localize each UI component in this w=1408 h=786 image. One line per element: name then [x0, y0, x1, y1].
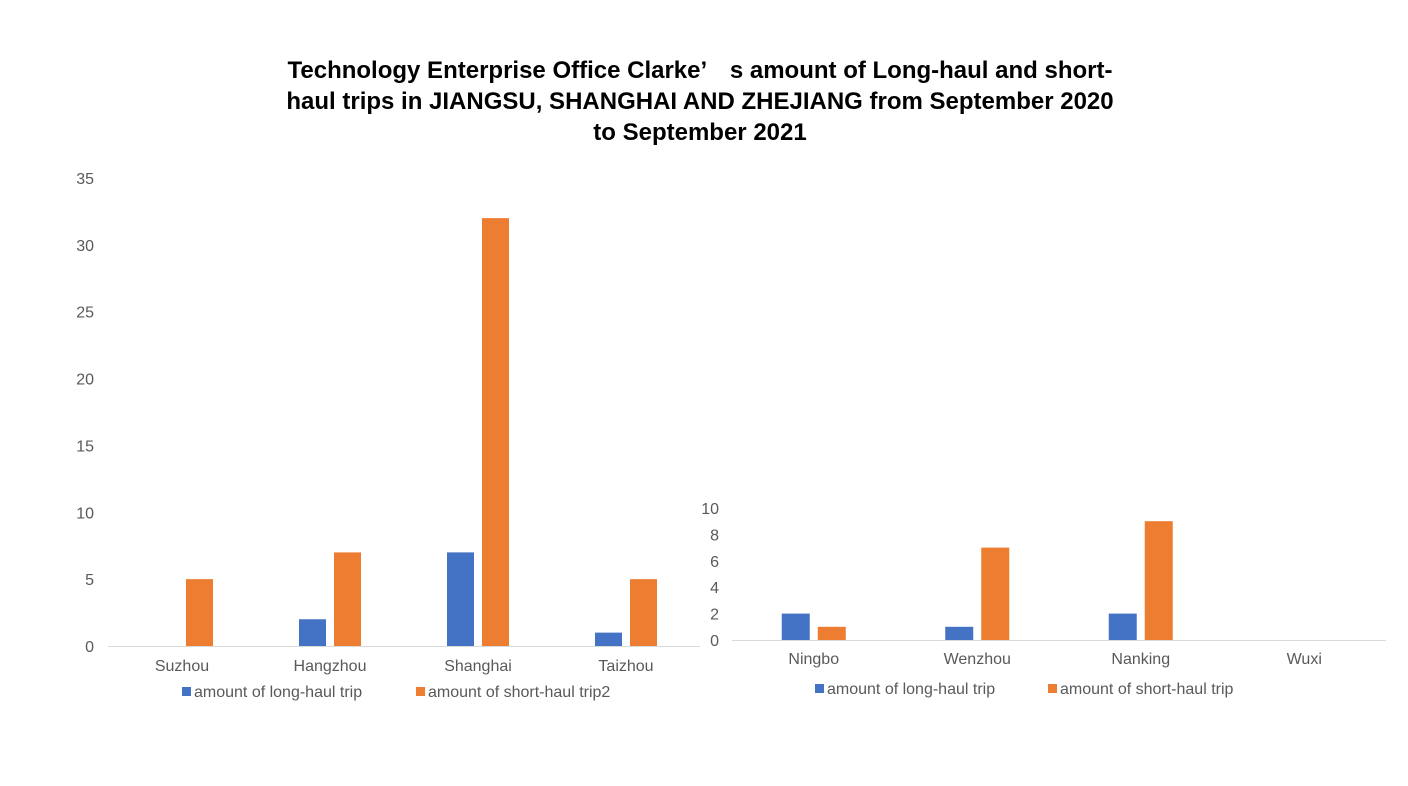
legend-label: amount of short-haul trip — [1060, 681, 1234, 698]
short-haul-bar — [817, 626, 846, 640]
short-haul-bar — [981, 547, 1010, 640]
category-label: Ningbo — [788, 651, 839, 668]
y-tick-label: 15 — [76, 438, 94, 455]
category-label: Suzhou — [155, 658, 209, 675]
left-bar-chart: 0 5 10 15 20 25 30 35 Suzhou Hangzhou Shanghai Taiz… — [76, 171, 700, 701]
short-haul-bar — [630, 579, 657, 646]
category-label: Wuxi — [1287, 651, 1322, 668]
legend-label: amount of long-haul trip — [194, 684, 362, 701]
y-tick-label: 4 — [710, 580, 719, 597]
y-tick-label: 0 — [710, 633, 719, 650]
y-tick-label: 5 — [85, 572, 94, 589]
y-tick-label: 10 — [701, 501, 719, 518]
y-tick-label: 30 — [76, 238, 94, 255]
chart-title-line: haul trips in JIANGSU, SHANGHAI AND ZHEJ… — [286, 88, 1114, 115]
legend-label: amount of long-haul trip — [827, 681, 995, 698]
right-bar-chart: 0 2 4 6 8 10 Ningbo Wenzhou Nanking Wuxi amount of… — [701, 501, 1386, 698]
y-tick-label: 8 — [710, 527, 719, 544]
legend-swatch-long-haul — [182, 687, 191, 696]
y-tick-label: 25 — [76, 305, 94, 322]
long-haul-bar — [781, 613, 810, 640]
legend-label: amount of short-haul trip2 — [428, 684, 610, 701]
long-haul-bar — [1108, 613, 1137, 640]
short-haul-bar — [334, 552, 361, 646]
category-label: Nanking — [1111, 651, 1170, 668]
chart-title-line: to September 2021 — [593, 119, 807, 146]
category-label: Wenzhou — [944, 651, 1011, 668]
short-haul-bar — [1144, 521, 1173, 640]
long-haul-bar — [945, 626, 974, 640]
chart-title-line: Technology Enterprise Office Clarke’ s a… — [287, 57, 1113, 84]
y-tick-label: 10 — [76, 505, 94, 522]
long-haul-bar — [299, 619, 326, 646]
short-haul-bar — [482, 218, 509, 646]
long-haul-bar — [595, 632, 622, 646]
legend-swatch-long-haul — [815, 684, 824, 693]
category-label: Shanghai — [444, 658, 512, 675]
y-tick-label: 20 — [76, 372, 94, 389]
long-haul-bar — [447, 552, 474, 646]
chart-title: Technology Enterprise Office Clarke’ s a… — [230, 55, 1170, 148]
short-haul-bar — [186, 579, 213, 646]
legend-swatch-short-haul — [416, 687, 425, 696]
y-tick-label: 35 — [76, 171, 94, 188]
category-label: Hangzhou — [294, 658, 367, 675]
legend-swatch-short-haul — [1048, 684, 1057, 693]
y-tick-label: 0 — [85, 639, 94, 656]
y-tick-label: 6 — [710, 554, 719, 571]
category-label: Taizhou — [598, 658, 653, 675]
y-tick-label: 2 — [710, 607, 719, 624]
